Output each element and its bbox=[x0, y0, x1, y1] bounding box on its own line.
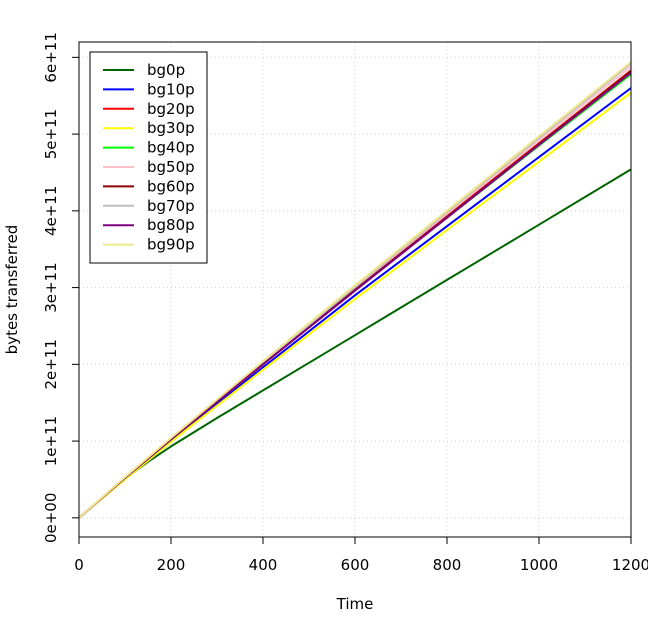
y-axis-label: bytes transferred bbox=[3, 225, 21, 355]
y-tick-label: 5e+11 bbox=[42, 109, 60, 159]
y-tick-label: 6e+11 bbox=[42, 32, 60, 82]
x-axis: 0 200 400 600 800 1000 1200 bbox=[74, 536, 648, 574]
y-tick-label: 4e+11 bbox=[42, 186, 60, 236]
legend-label: bg30p bbox=[147, 119, 195, 137]
legend-label: bg0p bbox=[147, 61, 185, 79]
series-lines bbox=[78, 61, 632, 519]
legend-label: bg40p bbox=[147, 139, 195, 157]
legend-label: bg90p bbox=[147, 236, 195, 254]
x-axis-label: Time bbox=[336, 595, 374, 613]
legend-label: bg60p bbox=[147, 177, 195, 195]
y-tick-label: 3e+11 bbox=[42, 262, 60, 312]
series-line-bg30p bbox=[78, 91, 632, 519]
legend: bg0pbg10pbg20pbg30pbg40pbg50pbg60pbg70pb… bbox=[89, 51, 208, 264]
legend-label: bg50p bbox=[147, 158, 195, 176]
legend-label: bg20p bbox=[147, 100, 195, 118]
x-tick-label: 200 bbox=[157, 556, 186, 574]
legend-label: bg10p bbox=[147, 80, 195, 98]
y-tick-label: 0e+00 bbox=[42, 493, 60, 543]
x-tick-label: 800 bbox=[433, 556, 462, 574]
legend-label: bg70p bbox=[147, 197, 195, 215]
y-tick-label: 1e+11 bbox=[42, 416, 60, 466]
x-tick-label: 0 bbox=[74, 556, 84, 574]
x-tick-label: 400 bbox=[249, 556, 278, 574]
legend-label: bg80p bbox=[147, 216, 195, 234]
series-line-bg90p bbox=[78, 61, 632, 519]
y-axis: 0e+00 1e+11 2e+11 3e+11 4e+11 5e+11 6e+11 bbox=[42, 32, 80, 543]
x-tick-label: 1200 bbox=[612, 556, 648, 574]
y-tick-label: 2e+11 bbox=[42, 339, 60, 389]
legend-box bbox=[89, 51, 208, 264]
x-tick-label: 600 bbox=[341, 556, 370, 574]
x-tick-label: 1000 bbox=[520, 556, 558, 574]
